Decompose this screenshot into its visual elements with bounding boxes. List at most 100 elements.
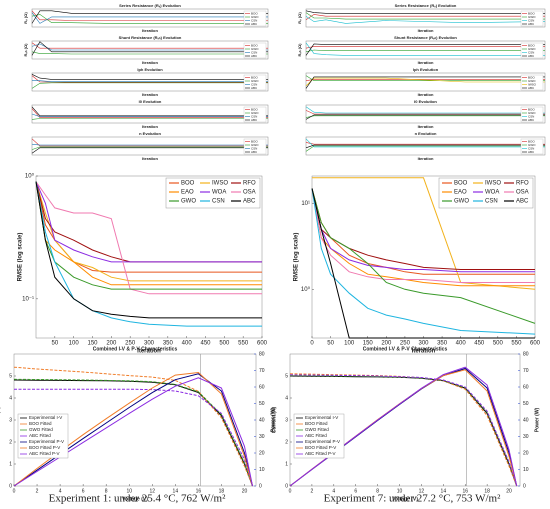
y-axis-label: Current (A) (271, 406, 277, 433)
x-tick-label: 100 (69, 341, 80, 347)
x-tick-label: 250 (400, 341, 411, 347)
chart-title: Iph Evolution (413, 67, 439, 72)
series-line (31, 43, 268, 51)
series-line (311, 188, 536, 324)
legend-box (520, 106, 544, 123)
y2-tick-label: 10 (259, 467, 265, 473)
series-line (13, 378, 253, 487)
chart-title: Combined I-V & P-V Characteristics (93, 346, 178, 352)
series-line (31, 138, 268, 147)
series-line (289, 375, 518, 487)
series-line (305, 43, 545, 56)
legend-label: CSN (251, 50, 257, 54)
x-tick-label: 2 (36, 488, 39, 494)
x-tick-label: 600 (257, 341, 268, 347)
y-tick-label: 10¹ (301, 201, 310, 207)
x-tick-label: 4 (332, 488, 335, 494)
series-line (305, 144, 545, 149)
legend-label: BOO (528, 43, 535, 47)
y2-tick-label: 10 (523, 467, 529, 473)
legend-label: BOO (528, 107, 535, 111)
y2-tick-label: 20 (259, 450, 265, 456)
legend-label: ABC (251, 150, 258, 154)
y-tick-label: 10⁻¹ (22, 296, 34, 302)
legend-label: BOO (251, 43, 258, 47)
legend-label: BOO (181, 181, 195, 187)
x-tick-label: 8 (376, 488, 379, 494)
x-tick-label: 50 (51, 341, 58, 347)
y-axis-label: RMSE (log scale) (18, 233, 24, 282)
x-tick-label: 600 (530, 341, 541, 347)
legend-box (520, 10, 544, 27)
chart-panel: Combined I-V & P-V Characteristics Voltag… (271, 346, 540, 502)
series-line (305, 110, 545, 115)
legend-label: GWO (181, 199, 196, 205)
legend-label: CSN (528, 50, 534, 54)
legend-label: BOO (251, 107, 258, 111)
series-line (311, 188, 535, 287)
plot-area (31, 104, 269, 124)
series-line (305, 46, 545, 49)
x-axis-label: Iteration (142, 92, 158, 97)
x-axis-label: Iteration (418, 92, 434, 97)
x-tick-label: 200 (106, 341, 117, 347)
legend-label: IWSO (528, 82, 537, 86)
series-line (312, 177, 536, 290)
x-tick-label: 0 (289, 488, 292, 494)
legend-label: CSN (251, 82, 257, 86)
legend-label: ABC (251, 118, 258, 122)
series-line (35, 181, 262, 282)
x-axis-label: Voltage (V) (392, 496, 418, 502)
chart-title: Shunt Resistance (Rₛₕ) Evolution (394, 35, 457, 40)
series-line (305, 106, 545, 114)
series-line (13, 366, 253, 487)
series-line (311, 188, 535, 270)
series-line (35, 181, 262, 290)
series-line (305, 138, 545, 148)
chart-title: n Evolution (415, 131, 437, 136)
chart-title: Combined I-V & P-V Characteristics (363, 346, 448, 352)
legend-label: IWSO (212, 181, 228, 187)
y-tick-label: 10⁰ (301, 286, 311, 293)
y-tick-label: 4 (285, 395, 288, 401)
legend-label: CSN (528, 146, 534, 150)
legend-label: BOO Fitted (305, 421, 328, 426)
x-tick-label: 500 (493, 341, 504, 347)
chart-panel: Shunt Resistance (Rₛₕ) Evolution Iteratio… (23, 35, 269, 65)
legend-label: GWO Fitted (29, 427, 53, 432)
legend-label: EAO (181, 190, 194, 196)
x-axis-label: Iteration (418, 28, 434, 33)
series-line (31, 113, 268, 117)
legend-label: GWO Fitted (305, 427, 329, 432)
legend-label: ABC (528, 86, 535, 90)
chart-panel: Shunt Resistance (Rₛₕ) Evolution Iteratio… (297, 35, 546, 65)
legend-label: GWO (251, 79, 259, 83)
y2-tick-label: 80 (523, 351, 529, 357)
chart-title: I0 Evolution (414, 99, 437, 104)
legend-label: GWO (528, 111, 536, 115)
series-line (305, 75, 545, 81)
y2-tick-label: 30 (259, 434, 265, 440)
x-tick-label: 550 (511, 341, 522, 347)
chart-panel: Combined I-V & P-V Characteristics Voltag… (0, 346, 276, 502)
series-line (305, 12, 545, 20)
legend-label: ABC Fitted P-V (29, 451, 60, 456)
y-axis-label: Current (A) (0, 406, 1, 433)
x-axis-label: Iteration (142, 60, 158, 65)
legend-label: Experimental I-V (305, 415, 338, 420)
series-line (289, 373, 518, 487)
legend-label: Experimental P-V (29, 439, 64, 444)
series-line (289, 375, 518, 487)
x-axis-label: Iteration (412, 349, 436, 355)
chart-panel: Iteration RMSE (log scale) 0 50 100 150 200 250… (294, 175, 541, 355)
y-tick-label: 5 (285, 373, 288, 379)
legend-label: RFO (516, 181, 529, 187)
plot-area (305, 40, 546, 60)
y2-axis-label: Power (W) (534, 407, 540, 432)
y-tick-label: 1 (285, 461, 288, 467)
x-tick-label: 50 (327, 341, 334, 347)
series-line (305, 42, 545, 56)
